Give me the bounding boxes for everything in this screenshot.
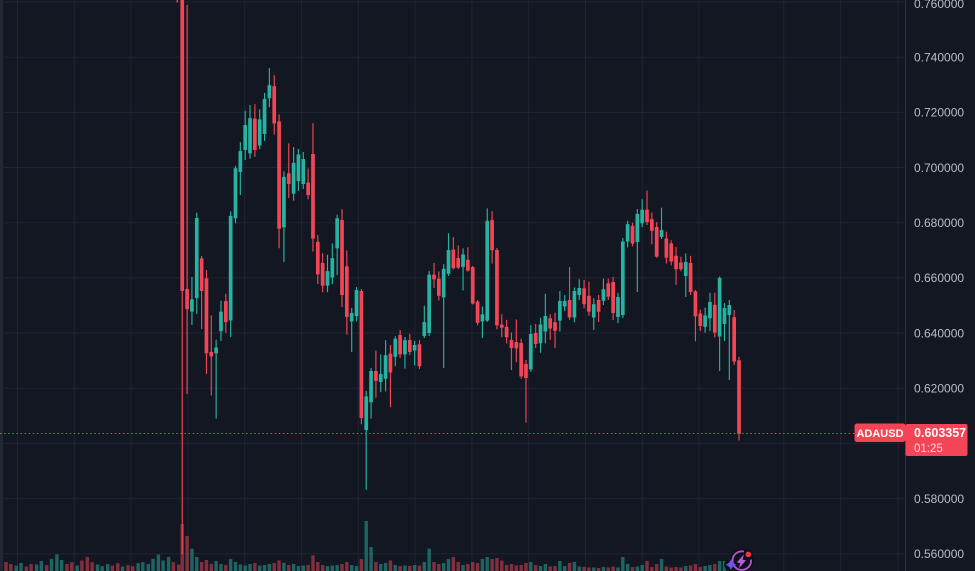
svg-text:0.720000: 0.720000 <box>914 106 964 120</box>
svg-text:0.660000: 0.660000 <box>914 271 964 285</box>
svg-text:0.580000: 0.580000 <box>914 492 964 506</box>
svg-text:0.640000: 0.640000 <box>914 326 964 340</box>
svg-text:ADAUSD: ADAUSD <box>856 428 903 440</box>
svg-text:01:25: 01:25 <box>914 443 943 455</box>
svg-text:0.560000: 0.560000 <box>914 547 964 561</box>
svg-text:0.700000: 0.700000 <box>914 161 964 175</box>
svg-text:0.760000: 0.760000 <box>914 0 964 11</box>
svg-text:0.680000: 0.680000 <box>914 216 964 230</box>
svg-text:0.620000: 0.620000 <box>914 382 964 396</box>
svg-text:0.740000: 0.740000 <box>914 50 964 64</box>
svg-text:0.603357: 0.603357 <box>914 426 966 440</box>
